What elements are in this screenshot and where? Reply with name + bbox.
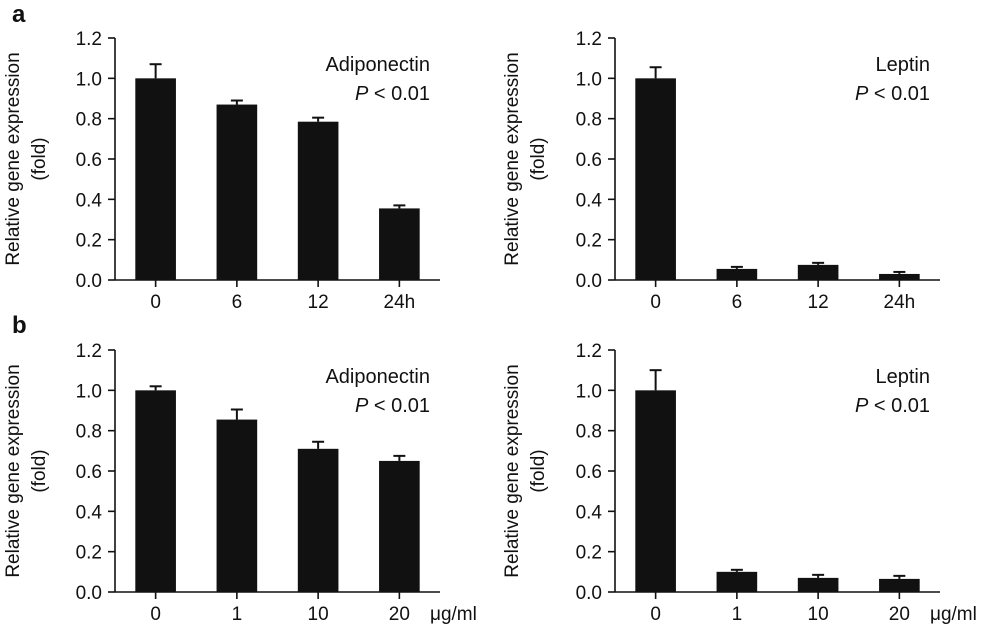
x-tick-label: 20 <box>389 604 410 625</box>
y-tick-label: 0.0 <box>576 271 602 292</box>
y-axis-label: (fold) <box>29 137 50 180</box>
y-tick-label: 0.4 <box>576 190 603 211</box>
y-tick-label: 1.2 <box>76 341 102 362</box>
y-tick-label: 0.8 <box>576 110 602 131</box>
bar <box>635 390 676 592</box>
p-value-annotation: P < 0.01 <box>355 83 430 105</box>
x-tick-label: 0 <box>150 292 161 313</box>
bar <box>297 121 339 280</box>
bar <box>135 78 176 280</box>
bar <box>379 460 420 592</box>
y-tick-label: 0.2 <box>76 231 102 252</box>
p-value-text: < 0.01 <box>868 395 930 417</box>
x-tick-label: 1 <box>732 604 743 625</box>
x-tick-label: 0 <box>650 292 661 313</box>
x-tick-label: 24h <box>884 292 916 313</box>
x-tick-label: 10 <box>808 604 829 625</box>
y-tick-label: 0.8 <box>76 422 102 443</box>
x-unit-label: μg/ml <box>930 604 977 625</box>
p-value-annotation: P < 0.01 <box>855 83 930 105</box>
y-axis-label: (fold) <box>528 137 549 180</box>
y-tick-label: 0.2 <box>576 231 602 252</box>
chart-panel-1: 0.0 0.2 0.4 0.6 0.8 1.0 1.2 0 6 12 24h Relative gen… <box>3 29 440 313</box>
x-tick-label: 10 <box>308 604 329 625</box>
y-tick-label: 1.0 <box>76 69 102 90</box>
x-unit-label: μg/ml <box>430 604 477 625</box>
bar <box>797 264 839 280</box>
y-tick-label: 0.4 <box>576 502 603 523</box>
p-value-annotation: P < 0.01 <box>355 395 430 417</box>
y-tick-label: 1.0 <box>76 381 102 402</box>
y-tick-label: 0.0 <box>76 583 102 604</box>
y-tick-label: 0.6 <box>76 462 102 483</box>
gene-annotation: Adiponectin <box>325 366 430 388</box>
p-value-symbol: P <box>355 83 369 105</box>
y-tick-label: 1.0 <box>576 69 602 90</box>
y-tick-label: 0.2 <box>76 543 102 564</box>
y-tick-label: 0.0 <box>76 271 102 292</box>
p-value-symbol: P <box>355 395 369 417</box>
bar <box>797 577 839 592</box>
gene-annotation: Leptin <box>876 54 931 76</box>
y-tick-label: 0.2 <box>576 543 602 564</box>
y-tick-label: 0.6 <box>76 150 102 171</box>
p-value-symbol: P <box>855 395 869 417</box>
x-tick-label: 6 <box>732 292 743 313</box>
gene-annotation: Leptin <box>876 366 931 388</box>
bar <box>716 268 758 280</box>
x-tick-label: 20 <box>889 604 910 625</box>
y-tick-label: 1.2 <box>576 341 602 362</box>
bar <box>379 208 420 280</box>
chart-panel-2: 0.0 0.2 0.4 0.6 0.8 1.0 1.2 0 6 12 24h Relative gen… <box>502 29 940 313</box>
y-tick-label: 0.8 <box>76 110 102 131</box>
y-tick-label: 0.6 <box>576 150 602 171</box>
x-tick-label: 0 <box>150 604 161 625</box>
gene-annotation: Adiponectin <box>325 54 430 76</box>
y-axis-label: Relative gene expression <box>3 52 24 265</box>
p-value-text: < 0.01 <box>868 83 930 105</box>
p-value-symbol: P <box>855 83 869 105</box>
bar <box>216 104 258 280</box>
y-tick-label: 0.4 <box>76 502 103 523</box>
p-value-text: < 0.01 <box>368 395 430 417</box>
x-tick-label: 6 <box>232 292 243 313</box>
chart-panel-4: 0.0 0.2 0.4 0.6 0.8 1.0 1.2 0 1 10 20 μg/ml Relative… <box>502 341 977 625</box>
y-tick-label: 1.2 <box>576 29 602 50</box>
y-tick-label: 0.0 <box>576 583 602 604</box>
panel-letter-b: b <box>12 312 27 339</box>
bar <box>716 571 758 592</box>
bar <box>879 578 920 592</box>
x-tick-label: 24h <box>384 292 416 313</box>
panel-letter-a: a <box>12 1 26 28</box>
p-value-annotation: P < 0.01 <box>855 395 930 417</box>
bar <box>879 273 920 280</box>
y-tick-label: 1.2 <box>76 29 102 50</box>
bar <box>135 390 176 592</box>
bar <box>635 78 676 280</box>
y-axis-label: Relative gene expression <box>3 364 24 577</box>
bar <box>297 448 339 592</box>
x-tick-label: 12 <box>808 292 829 313</box>
y-axis-label: Relative gene expression <box>502 52 523 265</box>
y-tick-label: 1.0 <box>576 381 602 402</box>
x-tick-label: 12 <box>308 292 329 313</box>
bar <box>216 419 258 592</box>
y-tick-label: 0.6 <box>576 462 602 483</box>
y-tick-label: 0.8 <box>576 422 602 443</box>
y-axis-label: (fold) <box>29 449 50 492</box>
p-value-text: < 0.01 <box>368 83 430 105</box>
y-axis-label: (fold) <box>528 449 549 492</box>
y-axis-label: Relative gene expression <box>502 364 523 577</box>
x-tick-label: 1 <box>232 604 243 625</box>
x-tick-label: 0 <box>650 604 661 625</box>
chart-panel-3: 0.0 0.2 0.4 0.6 0.8 1.0 1.2 0 1 10 20 μg/ml Relative… <box>3 341 477 625</box>
y-tick-label: 0.4 <box>76 190 103 211</box>
